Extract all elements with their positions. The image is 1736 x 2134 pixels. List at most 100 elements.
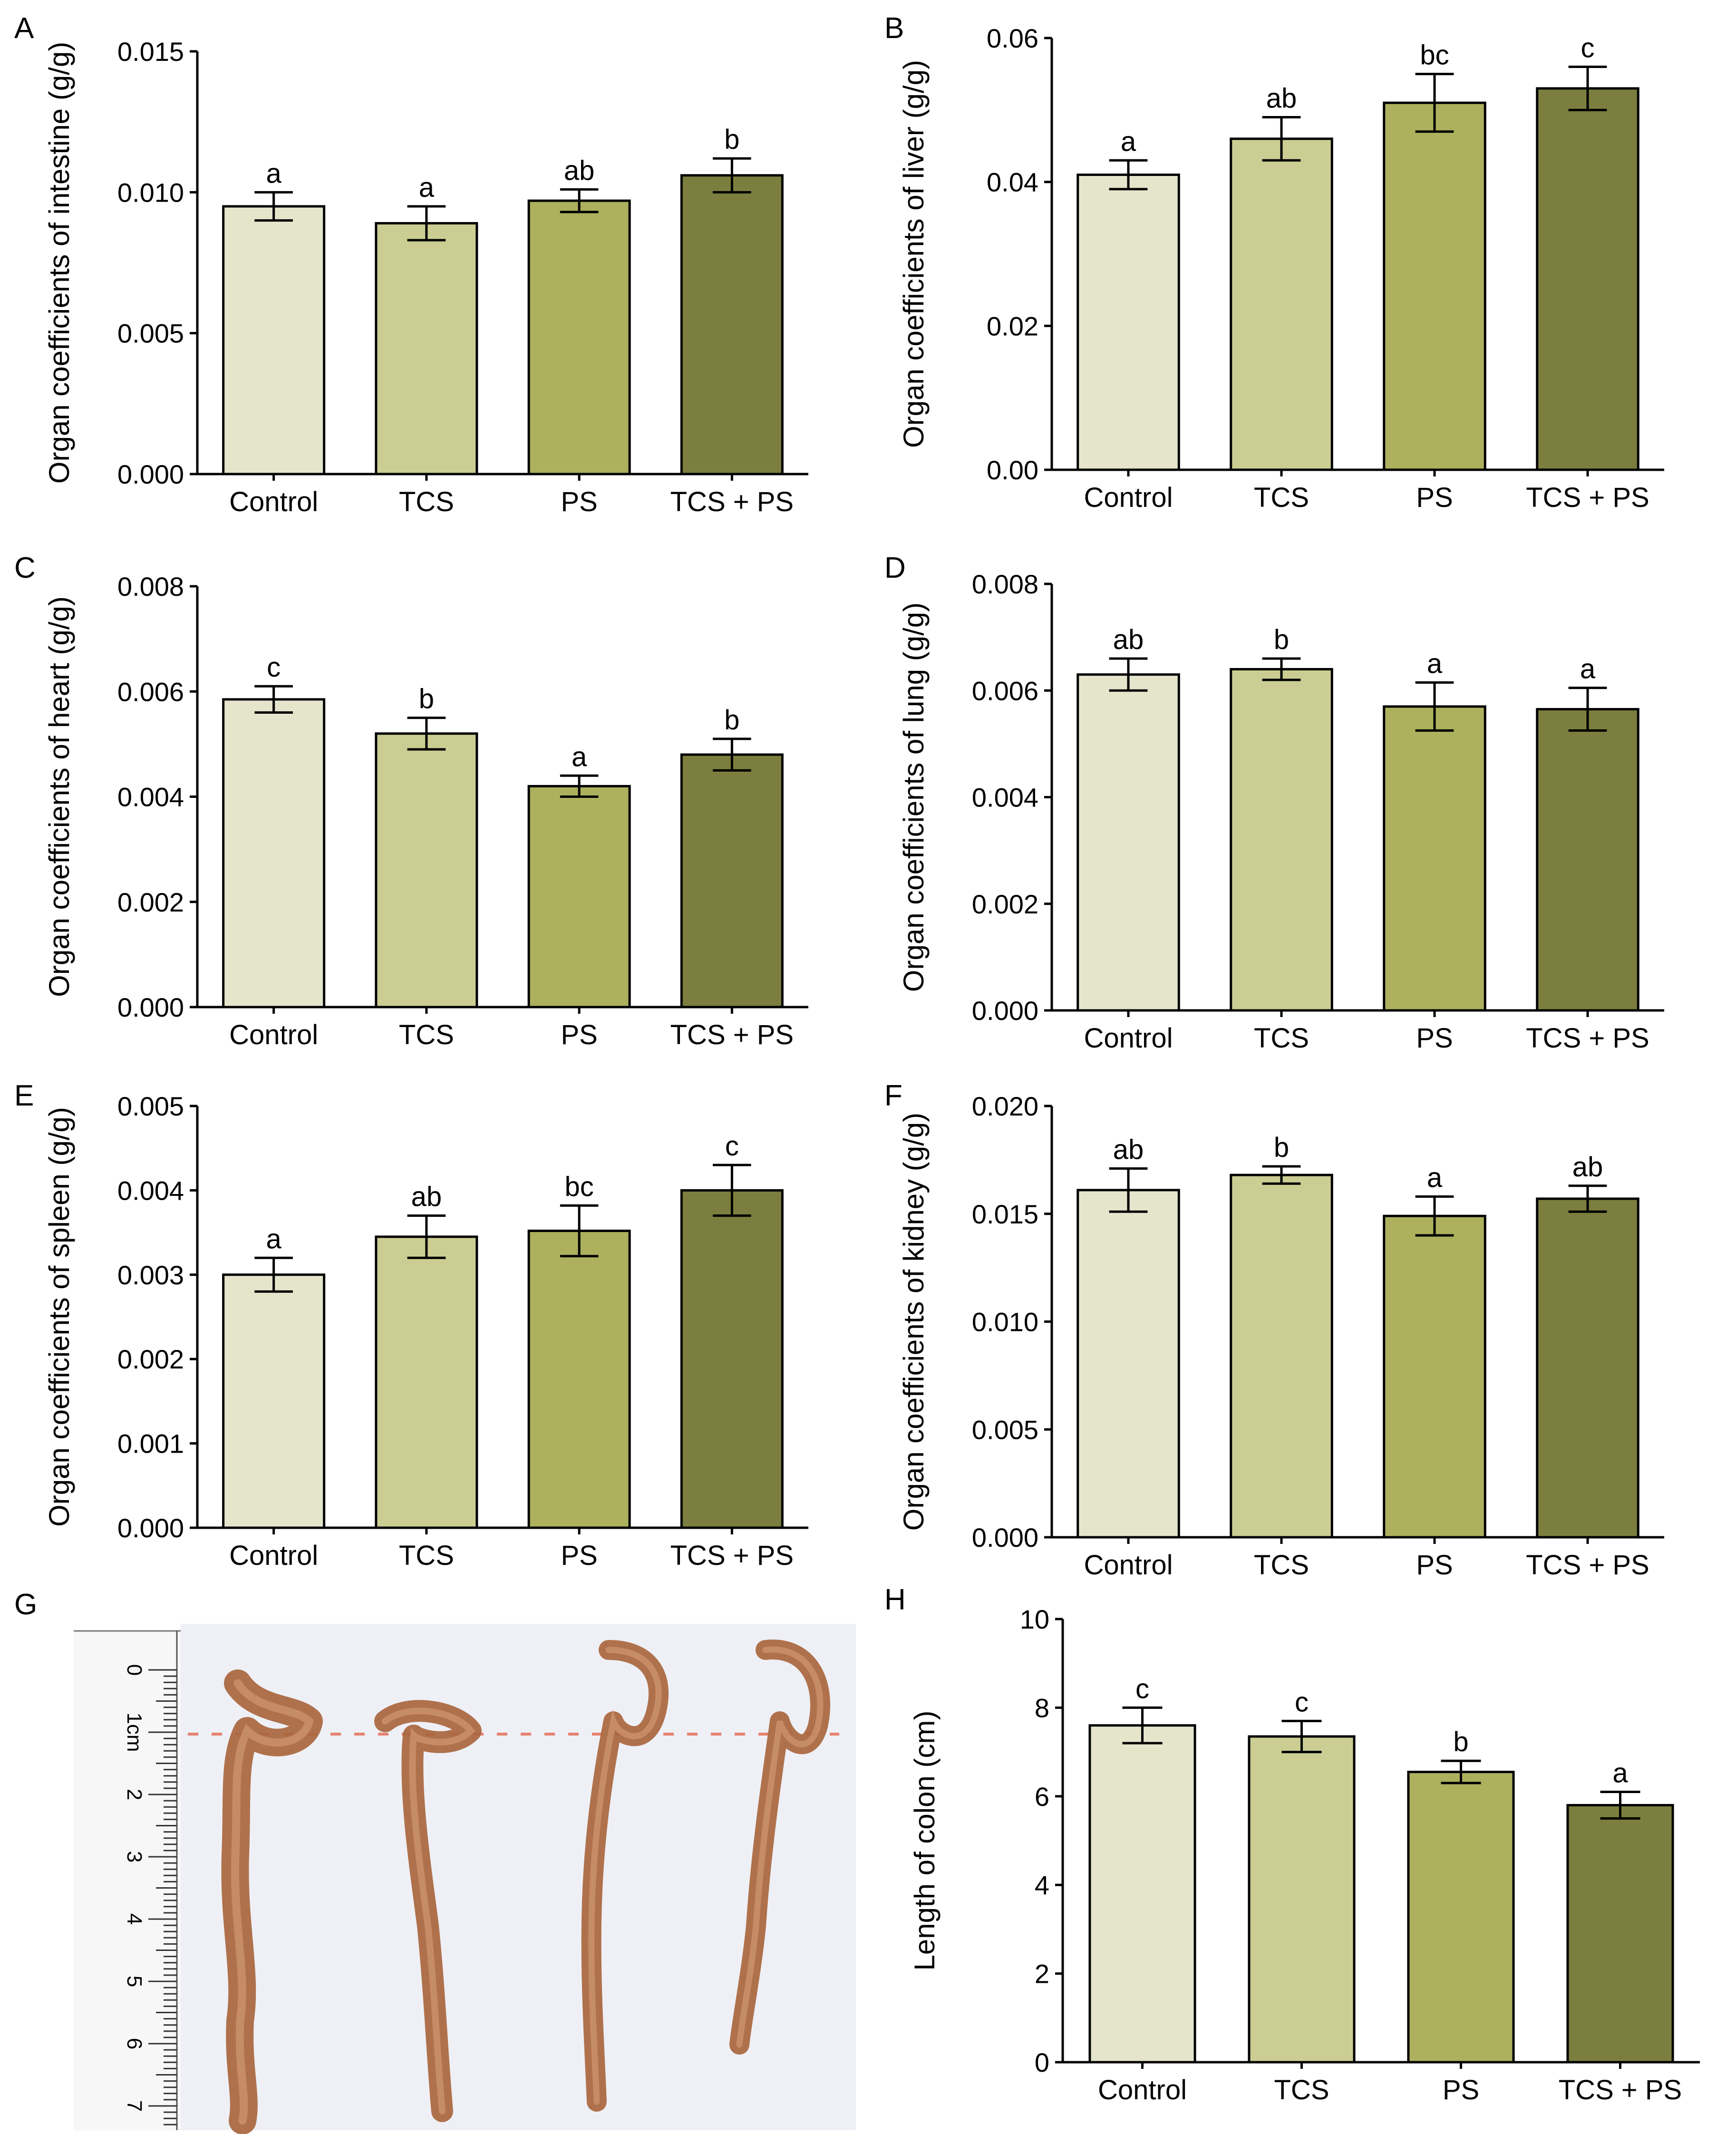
y-tick-label: 0.005 xyxy=(972,1415,1038,1445)
y-tick-label: 0.005 xyxy=(117,1091,184,1121)
category-label: PS xyxy=(1443,2075,1479,2105)
category-label: Control xyxy=(1098,2075,1187,2105)
significance-label: c xyxy=(725,1131,739,1162)
y-axis-title: Organ coefficients of lung (g/g) xyxy=(898,602,930,992)
chart-panel-d: Dab Control b TCS a PS a TCS + PS 0.000 0.002 0.00… xyxy=(884,552,1664,1054)
y-tick-label: 0.000 xyxy=(117,1513,184,1543)
significance-label: b xyxy=(419,684,434,715)
significance-label: ab xyxy=(411,1182,442,1212)
significance-label: b xyxy=(1274,624,1289,655)
bar xyxy=(527,785,631,1009)
category-label: Control xyxy=(229,1019,318,1050)
y-tick-label: 0.008 xyxy=(972,569,1038,599)
y-tick-label: 0.002 xyxy=(117,1344,184,1374)
bar xyxy=(527,1230,631,1529)
y-tick-label: 0.02 xyxy=(987,311,1038,341)
significance-label: c xyxy=(1295,1687,1309,1717)
bar xyxy=(1566,1804,1674,2064)
bar xyxy=(680,1189,784,1529)
bar xyxy=(1088,1724,1196,2064)
y-tick-label: 0.002 xyxy=(117,887,184,917)
significance-label: c xyxy=(267,652,281,683)
chart-panel-a: Aa Control a TCS ab PS b TCS + PS 0.000 0.005 0.01… xyxy=(14,12,808,517)
y-axis-title: Organ coefficients of kidney (g/g) xyxy=(898,1113,930,1531)
significance-label: a xyxy=(1121,126,1136,157)
y-tick-label: 4 xyxy=(1035,1870,1049,1900)
significance-label: bc xyxy=(564,1171,593,1202)
category-label: TCS + PS xyxy=(1559,2075,1682,2105)
significance-label: a xyxy=(419,172,435,203)
y-tick-label: 0.015 xyxy=(117,37,184,67)
category-label: TCS xyxy=(1274,2075,1329,2105)
category-label: TCS xyxy=(399,1019,454,1050)
significance-label: c xyxy=(1581,33,1595,64)
significance-label: a xyxy=(1612,1757,1628,1788)
y-tick-label: 0.020 xyxy=(972,1091,1038,1121)
category-label: TCS xyxy=(1254,1550,1309,1581)
y-tick-label: 0.001 xyxy=(117,1429,184,1459)
y-tick-label: 2 xyxy=(1035,1959,1049,1989)
bar xyxy=(1077,174,1180,471)
bar xyxy=(375,732,478,1009)
significance-label: b xyxy=(724,124,739,155)
bar xyxy=(680,174,784,475)
y-tick-label: 0.006 xyxy=(117,677,184,707)
category-label: PS xyxy=(561,486,597,517)
y-tick-label: 0.06 xyxy=(987,23,1038,53)
category-label: PS xyxy=(561,1019,597,1050)
y-tick-label: 0.010 xyxy=(117,177,184,207)
bar xyxy=(1383,101,1486,471)
ruler-number: 1cm xyxy=(123,1712,146,1752)
significance-label: a xyxy=(1427,648,1443,679)
bar xyxy=(1383,705,1486,1012)
y-tick-label: 0.000 xyxy=(117,459,184,489)
y-axis-title: Organ coefficients of heart (g/g) xyxy=(43,596,75,997)
category-label: PS xyxy=(561,1540,597,1571)
category-label: TCS + PS xyxy=(1526,1550,1649,1581)
ruler-body xyxy=(74,1631,181,2130)
significance-label: a xyxy=(266,1223,281,1254)
bar xyxy=(375,1235,478,1529)
y-axis-title: Organ coefficients of liver (g/g) xyxy=(898,60,930,448)
panel-letter: E xyxy=(14,1079,34,1112)
bar xyxy=(1536,87,1639,471)
significance-label: ab xyxy=(1266,83,1297,114)
y-tick-label: 0.000 xyxy=(972,1523,1038,1552)
significance-label: ab xyxy=(1572,1152,1603,1183)
bar xyxy=(375,222,478,475)
significance-label: b xyxy=(724,705,739,736)
panel-letter: D xyxy=(884,552,906,584)
ruler-number: 6 xyxy=(123,2038,146,2049)
ruler-number: 3 xyxy=(123,1851,146,1862)
bar xyxy=(1230,1174,1333,1539)
y-tick-label: 10 xyxy=(1020,1604,1049,1634)
bar xyxy=(527,199,631,475)
category-label: Control xyxy=(1084,1023,1173,1054)
y-tick-label: 8 xyxy=(1035,1693,1049,1723)
category-label: Control xyxy=(229,486,318,517)
category-label: PS xyxy=(1416,1550,1453,1581)
significance-label: b xyxy=(1274,1132,1289,1163)
colon-highlight xyxy=(231,1679,314,2125)
colon-highlight xyxy=(736,1646,824,2048)
ruler-number: 5 xyxy=(123,1976,146,1987)
panel-letter: C xyxy=(14,552,36,584)
significance-label: ab xyxy=(1113,624,1144,655)
y-tick-label: 0.008 xyxy=(117,572,184,601)
bar xyxy=(1248,1735,1356,2064)
colon-highlight xyxy=(382,1707,475,2115)
significance-label: c xyxy=(1135,1673,1149,1704)
significance-label: bc xyxy=(1420,40,1449,71)
category-label: TCS xyxy=(399,1540,454,1571)
significance-label: a xyxy=(572,741,587,772)
panel-letter: G xyxy=(14,1588,37,1621)
significance-label: a xyxy=(1580,654,1596,685)
category-label: TCS + PS xyxy=(1526,1023,1649,1054)
category-label: TCS + PS xyxy=(670,1019,794,1050)
y-tick-label: 0.00 xyxy=(987,455,1038,485)
y-tick-label: 0.04 xyxy=(987,167,1038,197)
category-label: TCS + PS xyxy=(670,486,794,517)
y-tick-label: 6 xyxy=(1035,1782,1049,1812)
chart-panel-e: Ea Control ab TCS bc PS c TCS + PS 0.000 0.001 0.0… xyxy=(14,1079,808,1571)
